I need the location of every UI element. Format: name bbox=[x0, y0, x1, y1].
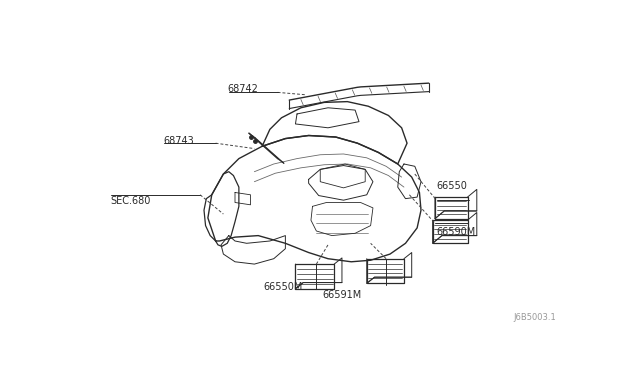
Text: 68742: 68742 bbox=[228, 84, 259, 94]
Text: J6B5003.1: J6B5003.1 bbox=[513, 314, 556, 323]
Text: 68743: 68743 bbox=[163, 136, 194, 145]
Text: 66591M: 66591M bbox=[322, 290, 362, 300]
Text: SEC.680: SEC.680 bbox=[111, 196, 151, 206]
Text: 66550M: 66550M bbox=[264, 282, 303, 292]
Text: 66590M: 66590M bbox=[436, 227, 476, 237]
Text: 66550: 66550 bbox=[436, 182, 467, 192]
